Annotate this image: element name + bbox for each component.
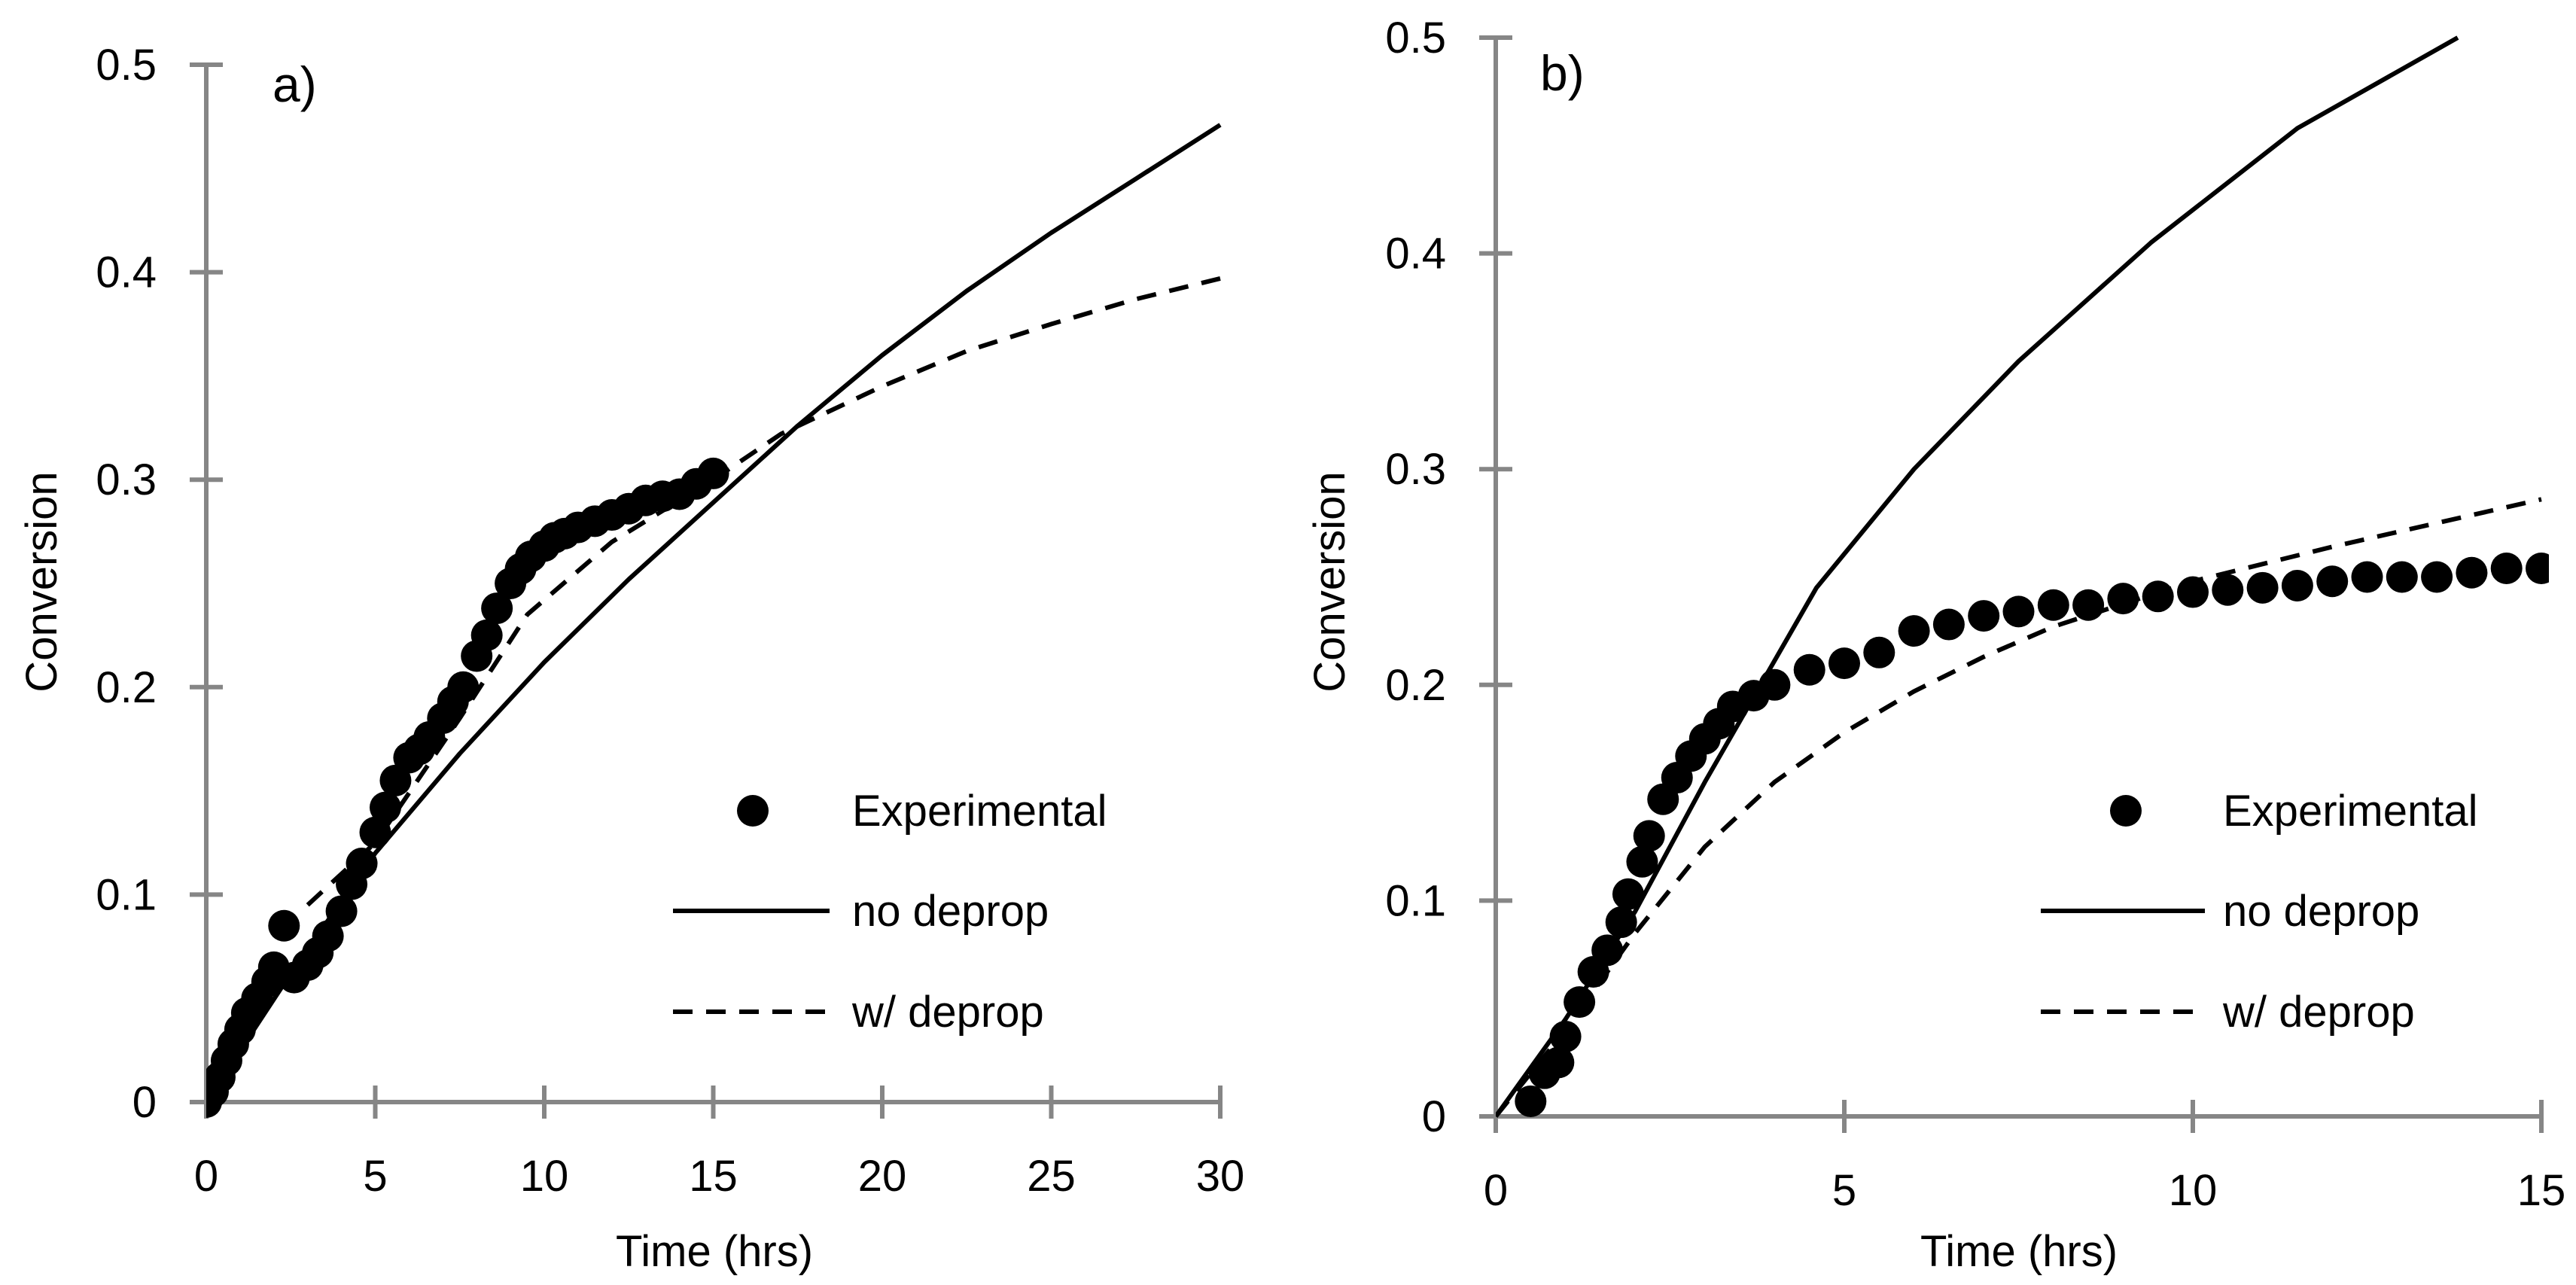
data-point-experimental <box>325 895 358 927</box>
x-tick-label: 10 <box>2169 1166 2218 1215</box>
data-point-experimental <box>1758 668 1791 701</box>
x-tick-label: 0 <box>194 1152 218 1201</box>
x-tick-label: 10 <box>520 1152 569 1201</box>
data-point-experimental <box>1626 845 1658 878</box>
data-point-experimental <box>346 848 378 880</box>
x-tick-label: 15 <box>689 1152 738 1201</box>
x-axis-title: Time (hrs) <box>616 1227 813 1276</box>
data-point-experimental <box>1605 906 1637 939</box>
y-axis-title: Conversion <box>1305 471 1354 692</box>
data-point-experimental <box>379 764 412 796</box>
legend-label: no deprop <box>852 887 1049 936</box>
y-tick-label: 0.2 <box>1385 661 1446 710</box>
y-tick-label: 0.2 <box>96 663 157 712</box>
data-point-experimental <box>2212 574 2244 606</box>
data-point-experimental <box>2316 565 2349 598</box>
x-tick-label: 0 <box>1484 1166 1508 1215</box>
plot-area <box>1496 35 2549 1118</box>
y-tick-label: 0.3 <box>1385 445 1446 494</box>
x-tick-label: 5 <box>1832 1166 1856 1215</box>
x-tick-label: 5 <box>363 1152 387 1201</box>
y-tick-label: 0.1 <box>96 870 157 919</box>
data-point-experimental <box>2072 589 2105 621</box>
series-line-no-deprop <box>1496 35 2459 1118</box>
legend-marker-experimental <box>737 795 769 827</box>
legend: Experimental no deprop w/ deprop <box>673 787 1107 1037</box>
y-tick-label: 0.1 <box>1385 876 1446 925</box>
legend-label: Experimental <box>852 787 1107 836</box>
data-point-experimental <box>2456 556 2488 589</box>
data-point-experimental <box>447 671 480 703</box>
y-tick-label: 0.4 <box>1385 230 1446 279</box>
data-point-experimental <box>1515 1085 1547 1117</box>
series-line-w-deprop <box>306 276 1221 907</box>
data-point-experimental <box>470 619 503 651</box>
data-point-experimental <box>1633 820 1665 852</box>
legend-marker-experimental <box>2110 795 2142 827</box>
data-point-experimental <box>1932 608 1965 641</box>
data-point-experimental <box>1828 647 1860 680</box>
chart-panel-b: 0 0.1 0.2 0.3 0.4 0.5 0 5 10 15 Time (hrs) Conversi… <box>1305 14 2565 1276</box>
x-tick-label: 30 <box>1196 1152 1245 1201</box>
data-point-experimental <box>2246 571 2279 604</box>
data-point-experimental <box>697 457 729 489</box>
legend-label: Experimental <box>2223 787 2477 836</box>
data-point-experimental <box>2107 583 2139 615</box>
y-tick-label: 0 <box>132 1078 157 1127</box>
legend-label: no deprop <box>2223 887 2419 936</box>
y-axis-title: Conversion <box>17 471 66 692</box>
x-tick-label: 25 <box>1027 1152 1076 1201</box>
data-point-experimental <box>1863 636 1895 668</box>
series-line-w-deprop <box>1496 497 2542 1118</box>
data-point-experimental <box>2526 553 2549 585</box>
y-tick-label: 0.3 <box>96 455 157 504</box>
chart-panel-a: 0 0.1 0.2 0.3 0.4 0.5 0 5 10 15 20 25 30 Time (hrs) Co… <box>17 41 1244 1276</box>
data-point-experimental <box>2281 569 2313 601</box>
y-tick-label: 0.5 <box>1385 14 1446 62</box>
panel-label: a) <box>273 56 317 112</box>
y-tick-label: 0 <box>1422 1092 1446 1141</box>
data-point-experimental <box>1968 600 2000 632</box>
data-point-experimental <box>369 791 401 824</box>
x-tick-label: 20 <box>858 1152 907 1201</box>
data-point-experimental <box>2142 580 2174 613</box>
legend-label: w/ deprop <box>851 988 1044 1037</box>
legend: Experimental no deprop w/ deprop <box>2041 787 2477 1037</box>
data-point-experimental <box>1898 615 1930 647</box>
legend-label: w/ deprop <box>2222 988 2415 1037</box>
y-tick-label: 0.5 <box>96 41 157 90</box>
y-tick-label: 0.4 <box>96 248 157 297</box>
data-point-experimental <box>2037 589 2069 621</box>
data-point-experimental <box>268 909 300 942</box>
panel-label: b) <box>1540 45 1585 101</box>
x-tick-label: 15 <box>2517 1166 2566 1215</box>
data-point-experimental <box>2490 553 2523 585</box>
data-point-experimental <box>2002 595 2035 628</box>
data-point-experimental <box>2421 561 2453 593</box>
series-line-no-deprop <box>206 123 1222 1104</box>
data-point-experimental <box>359 816 391 848</box>
data-point-experimental <box>2386 561 2418 593</box>
data-point-experimental <box>481 592 513 625</box>
data-point-experimental <box>1542 1046 1575 1079</box>
data-point-experimental <box>1793 653 1825 686</box>
x-axis-title: Time (hrs) <box>1920 1227 2118 1276</box>
data-point-experimental <box>2351 561 2383 593</box>
data-point-experimental <box>1612 878 1644 910</box>
plot-area <box>206 123 1222 1118</box>
